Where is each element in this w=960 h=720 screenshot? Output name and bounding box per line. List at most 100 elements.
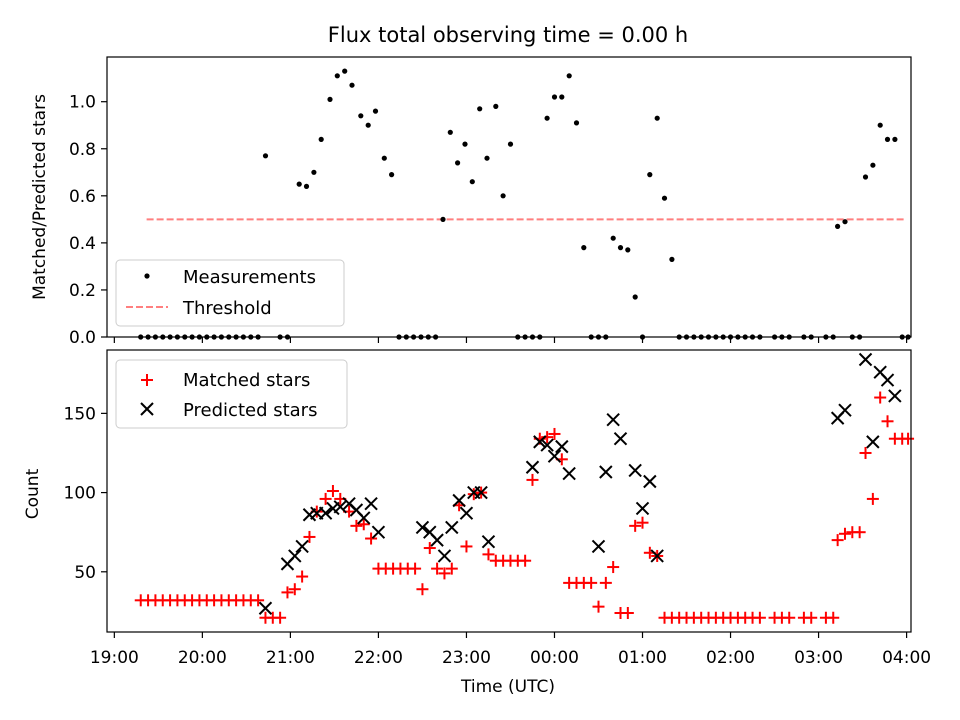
matched-star-point (519, 554, 532, 567)
legend-predicted-marker (140, 402, 154, 416)
bottom-x-tick-label: 01:00 (618, 648, 667, 668)
bottom-x-tick-label: 20:00 (178, 648, 227, 668)
bottom-x-tick-label: 03:00 (794, 648, 843, 668)
top-y-tick-label: 0.2 (69, 281, 96, 301)
top-legend: Measurements Threshold (115, 259, 345, 327)
matched-star-point (326, 485, 339, 497)
predicted-star-point (481, 534, 496, 549)
matched-star-point (460, 540, 473, 553)
bottom-panel: 50 100 150 19:00 20:00 21:00 22:00 23:00 00:00 01… (23, 349, 932, 697)
top-y-tick-label: 0.6 (69, 187, 96, 207)
matched-star-point (853, 526, 866, 539)
predicted-star-point (555, 439, 569, 454)
matched-star-point (281, 586, 294, 599)
measurement-point (625, 247, 631, 253)
matched-star-point (296, 570, 309, 583)
measurement-point (551, 94, 558, 100)
matched-star-point (874, 391, 887, 404)
bottom-x-tick-label: 00:00 (530, 648, 579, 668)
measurement-point (447, 129, 453, 135)
measurement-point (617, 245, 624, 251)
bottom-x-tick-label: 02:00 (706, 648, 755, 668)
top-y-tick-label: 0.4 (69, 234, 96, 254)
matched-star-point (438, 567, 451, 580)
measurement-point (493, 103, 499, 109)
measurement-point (440, 216, 446, 222)
matched-star-point (881, 415, 894, 428)
predicted-star-point (880, 373, 895, 387)
bottom-y-tick-label: 50 (74, 563, 96, 583)
legend-measurements-label: Measurements (183, 267, 316, 288)
bottom-legend-box (115, 359, 348, 429)
matched-star-point (416, 583, 429, 596)
measurement-point (884, 136, 891, 142)
matched-star-point (319, 492, 332, 505)
bottom-x-tick-label: 04:00 (882, 648, 931, 668)
predicted-star-point (318, 506, 333, 520)
top-y-axis-label: Matched/Predicted stars (30, 94, 50, 300)
matched-star-point (607, 561, 620, 574)
bottom-x-axis-label: Time (UTC) (460, 677, 555, 697)
measurement-point (349, 82, 355, 88)
measurement-point (581, 245, 587, 251)
matched-star-point (365, 532, 378, 545)
measurement-point (647, 172, 653, 178)
measurement-point (632, 294, 638, 300)
measurement-point (559, 94, 565, 100)
matched-star-point (827, 611, 840, 624)
predicted-star-point (474, 485, 488, 500)
matched-star-point (482, 548, 495, 561)
matched-star-point (357, 518, 370, 531)
legend-matched-marker (141, 374, 153, 386)
predicted-star-point (459, 506, 474, 520)
bottom-axis-ticks: 50 100 150 19:00 20:00 21:00 22:00 23:00 00:00 01… (64, 404, 932, 668)
legend-threshold-label: Threshold (182, 298, 272, 319)
top-axes-frame (106, 56, 912, 338)
predicted-star-point (540, 438, 554, 452)
predicted-star-point (858, 352, 873, 367)
predicted-star-point (357, 511, 371, 525)
bottom-y-axis-label: Count (23, 468, 43, 519)
predicted-star-point (613, 432, 628, 446)
figure-title: Flux total observing time = 0.00 h (328, 23, 688, 47)
measurement-point (892, 136, 898, 142)
measurement-point (862, 174, 869, 180)
predicted-star-point (430, 533, 444, 547)
predicted-star-point (525, 460, 540, 474)
top-y-tick-label: 0.0 (69, 328, 96, 348)
predicted-star-point (606, 413, 620, 427)
measurement-point (610, 235, 616, 241)
predicted-star-point (591, 539, 606, 554)
legend-predicted-label: Predicted stars (183, 400, 317, 421)
legend-matched-label: Matched stars (183, 370, 310, 391)
matched-star-point (838, 527, 851, 540)
bottom-x-tick-label: 22:00 (354, 648, 403, 668)
measurement-point (342, 68, 348, 74)
predicted-star-point (333, 500, 347, 514)
matched-star-point (753, 611, 766, 624)
measurement-point (484, 155, 490, 161)
bottom-x-tick-label: 23:00 (442, 648, 491, 668)
predicted-star-point (562, 466, 576, 481)
measurement-point (477, 106, 483, 112)
matched-star-point (621, 606, 634, 619)
measurement-point (334, 73, 340, 79)
matched-star-point (467, 488, 480, 501)
top-plot-marks (138, 68, 911, 340)
matched-star-point (585, 576, 598, 589)
predicted-star-point (364, 496, 378, 511)
measurement-point (389, 172, 395, 178)
matched-star-point (548, 427, 561, 440)
predicted-star-point (288, 549, 302, 563)
matched-star-point (252, 594, 265, 607)
predicted-star-point (635, 501, 650, 516)
matched-star-point (526, 473, 539, 486)
measurement-point (327, 96, 333, 102)
measurement-point (296, 181, 302, 187)
measurement-point (661, 195, 668, 201)
measurement-point (469, 179, 475, 185)
bottom-axes-frame (106, 349, 912, 633)
matched-star-point (445, 562, 458, 575)
matched-star-point (866, 492, 879, 505)
